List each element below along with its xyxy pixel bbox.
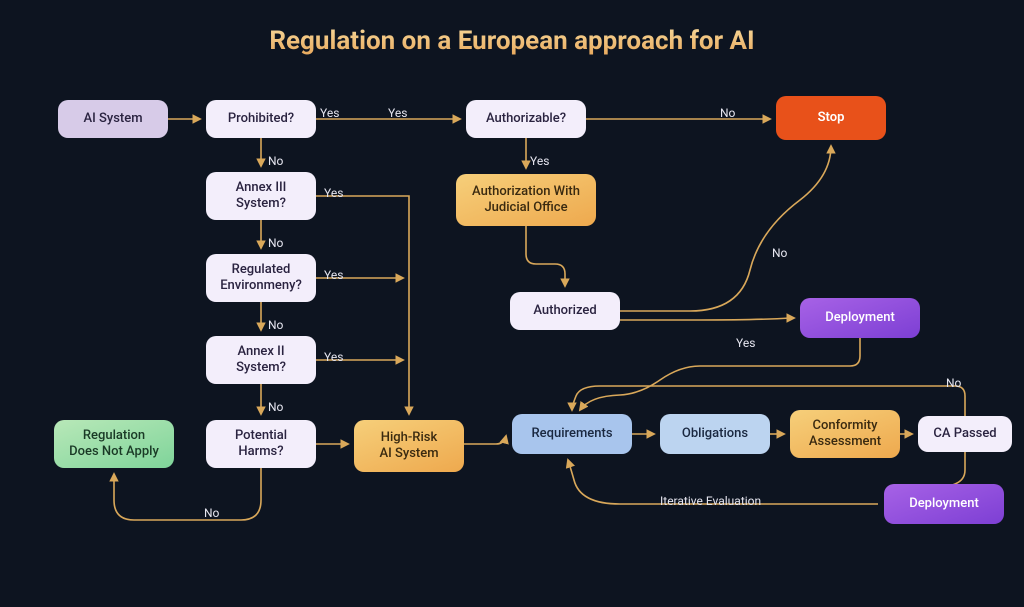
edge-label-e15: No (204, 506, 219, 520)
edge-label-e3: No (720, 106, 735, 120)
edge-e12 (620, 318, 794, 320)
node-auth_office: Authorization WithJudicial Office (456, 174, 596, 226)
diagram-title: Regulation on a European approach for AI (0, 26, 1024, 56)
edge-label-e5: Yes (530, 154, 549, 168)
node-annex2: Annex IISystem? (206, 336, 316, 384)
node-not_apply: RegulationDoes Not Apply (54, 420, 174, 468)
node-deployment2: Deployment (884, 484, 1004, 524)
node-ca_passed: CA Passed (918, 416, 1012, 452)
edge-e22 (572, 386, 965, 416)
node-regulated: RegulatedEnvironmeny? (206, 254, 316, 302)
node-stop: Stop (776, 96, 886, 140)
edge-label-e7: Yes (324, 186, 343, 200)
edge-label-e6: No (268, 236, 283, 250)
node-ai_system: AI System (58, 100, 168, 138)
edge-label-e23: Iterative Evaluation (660, 494, 761, 508)
edge-label-e9: No (268, 318, 283, 332)
edge-e12-b (580, 338, 860, 410)
node-deployment1: Deployment (800, 298, 920, 338)
node-authorizable: Authorizable? (466, 100, 586, 138)
edge-e15 (114, 468, 261, 520)
edge-label-e24: Yes (736, 336, 755, 350)
edge-e8 (526, 226, 565, 286)
edge-label-e13: No (268, 400, 283, 414)
edge-label-e14: Yes (324, 350, 343, 364)
node-conformity: ConformityAssessment (790, 410, 900, 458)
node-obligations: Obligations (660, 414, 770, 454)
edge-e17 (464, 436, 506, 444)
edge-label-e4: No (268, 154, 283, 168)
node-requirements: Requirements (512, 414, 632, 454)
edge-e7 (316, 196, 409, 414)
node-authorized: Authorized (510, 292, 620, 330)
node-prohibited: Prohibited? (206, 100, 316, 138)
node-annex3: Annex IIISystem? (206, 172, 316, 220)
edge-e11 (620, 146, 831, 311)
edge-label-e10: Yes (324, 268, 343, 282)
edge-label-e22: No (946, 376, 961, 390)
edge-label-e2-b: Yes (388, 106, 407, 120)
edge-label-e2: Yes (320, 106, 339, 120)
node-high_risk: High-RiskAI System (354, 420, 464, 472)
node-potential: PotentialHarms? (206, 420, 316, 468)
edge-label-e11: No (772, 246, 787, 260)
